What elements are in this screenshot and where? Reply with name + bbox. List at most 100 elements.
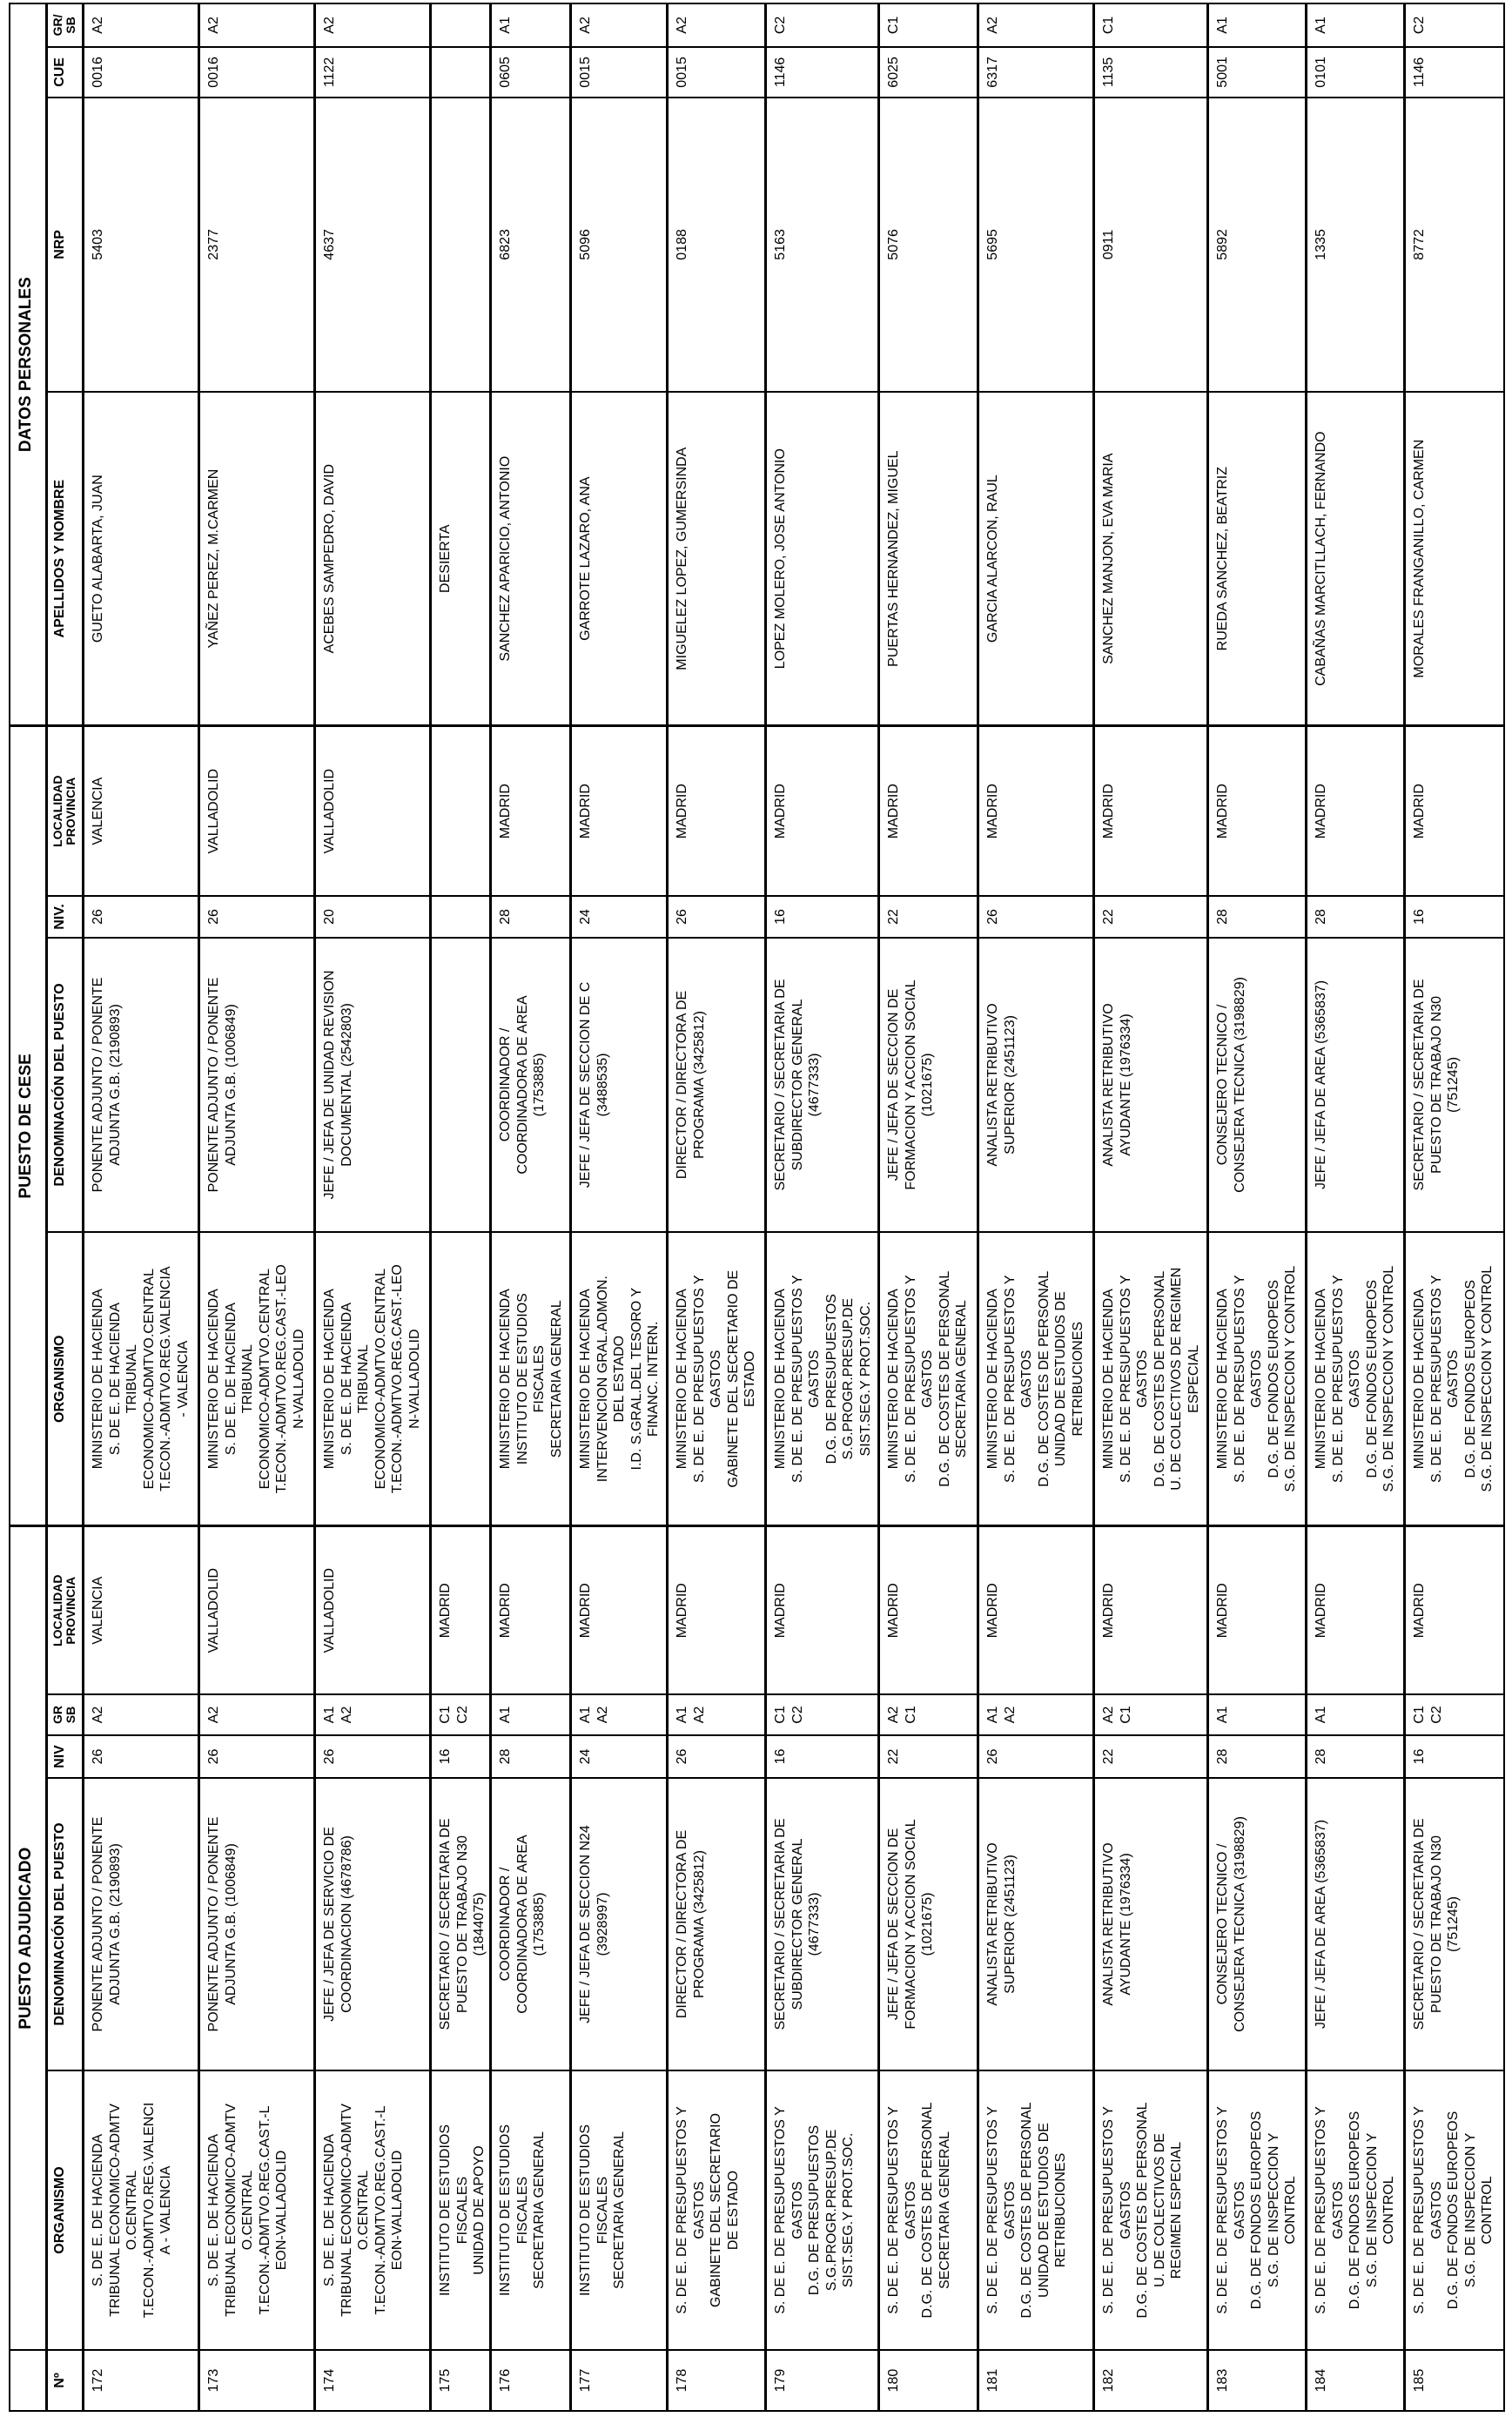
cell-cue: 1135 [1093, 46, 1208, 98]
cell-grupo-adjudicado: A2 C1 [1093, 1694, 1208, 1735]
cell-nivel-cese: 26 [83, 895, 199, 938]
cell-nrp: 1335 [1306, 97, 1405, 392]
group-puesto-adjudicado: PUESTO ADJUDICADO [10, 1525, 47, 2350]
cell-nivel-adjudicado: 28 [490, 1735, 571, 1778]
cell-apellidos-nombre: YAÑEZ PEREZ, M.CARMEN [198, 391, 315, 726]
cell-num: 173 [198, 2350, 315, 2411]
cell-organismo-cese [430, 1231, 491, 1526]
cell-denominacion-cese: JEFE / JEFA DE AREA (5365837) [1306, 937, 1405, 1232]
cell-localidad-adjudicado: MADRID [878, 1525, 978, 1694]
cell-apellidos-nombre: GARCIA ALARCON, RAUL [978, 391, 1094, 726]
cell-nivel-adjudicado: 28 [1306, 1735, 1405, 1778]
cell-organismo-adjudicado: S. DE E. DE HACIENDA TRIBUNAL ECONOMICO-… [83, 2070, 199, 2350]
cell-nrp: 4637 [314, 97, 431, 392]
cell-num: 175 [430, 2350, 491, 2411]
cell-apellidos-nombre: MIGUELEZ LOPEZ, GUMERSINDA [667, 391, 766, 726]
table-row: 177 INSTITUTO DE ESTUDIOS FISCALES SECRET… [570, 3, 668, 2411]
cell-denominacion-cese: CONSEJERO TECNICO / CONSEJERA TECNICA (3… [1207, 937, 1307, 1232]
cell-apellidos-nombre: ACEBES SAMPEDRO, DAVID [314, 391, 431, 726]
cell-denominacion-adjudicado: JEFE / JEFA DE SERVICIO DE COORDINACION … [314, 1778, 431, 2070]
cell-organismo-adjudicado: INSTITUTO DE ESTUDIOS FISCALES SECRETARI… [570, 2070, 668, 2350]
cell-cue: 1146 [765, 46, 879, 98]
assignments-table: PUESTO ADJUDICADO PUESTO DE CESE DATOS P… [9, 3, 1505, 2412]
cell-nivel-cese: 24 [570, 895, 668, 938]
table-row: 182 S. DE E. DE PRESUPUESTOS Y GASTOS D.G… [1093, 3, 1208, 2411]
cell-organismo-adjudicado: INSTITUTO DE ESTUDIOS FISCALES SECRETARI… [490, 2070, 571, 2350]
cell-denominacion-cese: JEFE / JEFA DE UNIDAD REVISION DOCUMENTA… [314, 937, 431, 1232]
cell-grupo-personal: A1 [1207, 3, 1307, 47]
cell-denominacion-adjudicado: JEFE / JEFA DE AREA (5365837) [1306, 1778, 1405, 2070]
cell-num: 184 [1306, 2350, 1405, 2411]
cell-grupo-personal: A2 [570, 3, 668, 47]
cell-num: 177 [570, 2350, 668, 2411]
cell-organismo-cese: MINISTERIO DE HACIENDA S. DE E. DE HACIE… [314, 1231, 431, 1526]
cell-nrp: 5076 [878, 97, 978, 392]
table-row: 175 INSTITUTO DE ESTUDIOS FISCALES UNIDAD… [430, 3, 491, 2411]
cell-grupo-personal: A1 [1306, 3, 1405, 47]
cell-cue: 6317 [978, 46, 1094, 98]
cell-localidad-cese: MADRID [978, 725, 1094, 896]
cell-localidad-adjudicado: VALLADOLID [314, 1525, 431, 1694]
cell-organismo-cese: MINISTERIO DE HACIENDA S. DE E. DE PRESU… [978, 1231, 1094, 1526]
cell-denominacion-cese [430, 937, 491, 1232]
cell-localidad-cese: MADRID [878, 725, 978, 896]
cell-grupo-adjudicado: A1 A2 [667, 1694, 766, 1735]
cell-cue: 0016 [83, 46, 199, 98]
cell-cue: 0605 [490, 46, 571, 98]
cell-nivel-cese: 28 [1306, 895, 1405, 938]
cell-grupo-adjudicado: C1 C2 [430, 1694, 491, 1735]
table-row: 181 S. DE E. DE PRESUPUESTOS Y GASTOS D.G… [978, 3, 1094, 2411]
cell-organismo-cese: MINISTERIO DE HACIENDA S. DE E. DE PRESU… [1093, 1231, 1208, 1526]
cell-organismo-cese: MINISTERIO DE HACIENDA S. DE E. DE PRESU… [1404, 1231, 1504, 1526]
cell-denominacion-cese: SECRETARIO / SECRETARIA DE PUESTO DE TRA… [1404, 937, 1504, 1232]
cell-localidad-cese: VALLADOLID [198, 725, 315, 896]
cell-localidad-adjudicado: MADRID [765, 1525, 879, 1694]
cell-localidad-adjudicado: MADRID [570, 1525, 668, 1694]
cell-nivel-cese: 16 [765, 895, 879, 938]
cell-organismo-adjudicado: S. DE E. DE PRESUPUESTOS Y GASTOS D.G. D… [1207, 2070, 1307, 2350]
cell-organismo-cese: MINISTERIO DE HACIENDA INTERVENCION GRAL… [570, 1231, 668, 1526]
cell-apellidos-nombre: SANCHEZ APARICIO, ANTONIO [490, 391, 571, 726]
table-row: 180 S. DE E. DE PRESUPUESTOS Y GASTOS D.G… [878, 3, 978, 2411]
cell-nivel-adjudicado: 28 [1207, 1735, 1307, 1778]
cell-organismo-cese: MINISTERIO DE HACIENDA S. DE E. DE PRESU… [1306, 1231, 1405, 1526]
cell-organismo-adjudicado: S. DE E. DE PRESUPUESTOS Y GASTOS D.G. D… [1404, 2070, 1504, 2350]
cell-organismo-cese: MINISTERIO DE HACIENDA S. DE E. DE PRESU… [1207, 1231, 1307, 1526]
cell-nrp: 6823 [490, 97, 571, 392]
cell-denominacion-cese: COORDINADOR / COORDINADORA DE AREA (1753… [490, 937, 571, 1232]
cell-nrp: 2377 [198, 97, 315, 392]
cell-nrp: 5163 [765, 97, 879, 392]
cell-grupo-personal: A2 [667, 3, 766, 47]
cell-localidad-cese: VALLADOLID [314, 725, 431, 896]
table-row: 184 S. DE E. DE PRESUPUESTOS Y GASTOS D.G… [1306, 3, 1405, 2411]
cell-denominacion-cese: DIRECTOR / DIRECTORA DE PROGRAMA (342581… [667, 937, 766, 1232]
cell-grupo-personal: A1 [490, 3, 571, 47]
cell-cue [430, 46, 491, 98]
cell-num: 181 [978, 2350, 1094, 2411]
cell-grupo-adjudicado: A2 C1 [878, 1694, 978, 1735]
cell-denominacion-cese: PONENTE ADJUNTO / PONENTE ADJUNTA G.B. (… [83, 937, 199, 1232]
cell-localidad-cese: MADRID [1306, 725, 1405, 896]
cell-nrp: 5403 [83, 97, 199, 392]
cell-nivel-cese: 26 [198, 895, 315, 938]
cell-num: 176 [490, 2350, 571, 2411]
header-apellidos-nombre: APELLIDOS Y NOMBRE [46, 391, 84, 726]
cell-apellidos-nombre: GUETO ALABARTA, JUAN [83, 391, 199, 726]
cell-localidad-adjudicado: MADRID [1093, 1525, 1208, 1694]
cell-nrp: 5892 [1207, 97, 1307, 392]
cell-organismo-adjudicado: INSTITUTO DE ESTUDIOS FISCALES UNIDAD DE… [430, 2070, 491, 2350]
cell-organismo-cese: MINISTERIO DE HACIENDA S. DE E. DE PRESU… [878, 1231, 978, 1526]
cell-nivel-adjudicado: 16 [765, 1735, 879, 1778]
cell-num: 178 [667, 2350, 766, 2411]
cell-denominacion-adjudicado: SECRETARIO / SECRETARIA DE PUESTO DE TRA… [1404, 1778, 1504, 2070]
cell-cue: 1122 [314, 46, 431, 98]
cell-localidad-cese: MADRID [1404, 725, 1504, 896]
cell-organismo-cese: MINISTERIO DE HACIENDA INSTITUTO DE ESTU… [490, 1231, 571, 1526]
cell-organismo-adjudicado: S. DE E. DE HACIENDA TRIBUNAL ECONOMICO-… [314, 2070, 431, 2350]
cell-localidad-cese: MADRID [570, 725, 668, 896]
cell-localidad-cese: MADRID [1207, 725, 1307, 896]
cell-localidad-adjudicado: MADRID [978, 1525, 1094, 1694]
header-organismo-cese: ORGANISMO [46, 1231, 84, 1526]
cell-denominacion-cese: ANALISTA RETRIBUTIVO SUPERIOR (2451123) [978, 937, 1094, 1232]
